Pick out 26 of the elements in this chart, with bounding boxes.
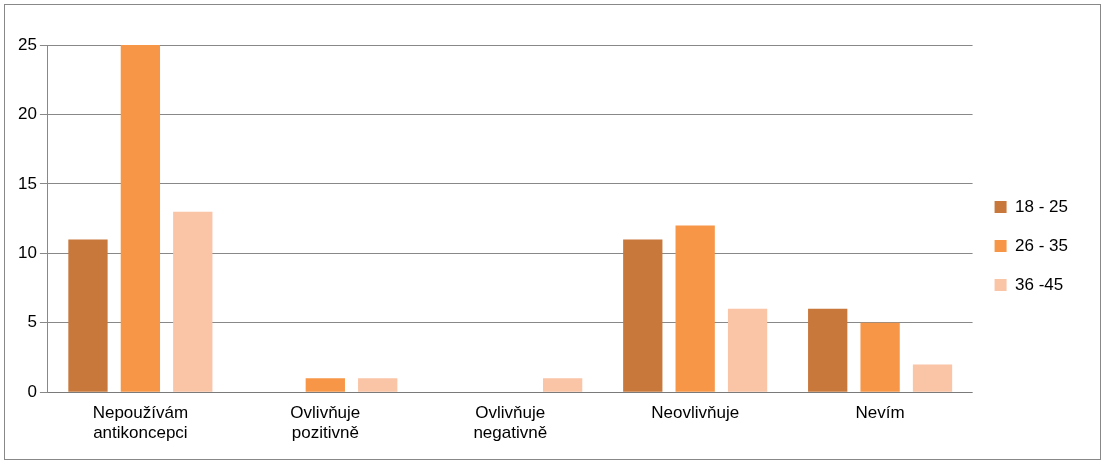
legend-label: 18 - 25 [1015,196,1069,216]
bar [542,378,583,392]
x-tick-label: Nevím [855,403,905,423]
x-tick-label: Ovlivňuje negativně [473,403,548,443]
bar [675,225,715,392]
y-tick-label: 0 [27,381,37,401]
legend-label: 36 -45 [1015,274,1064,294]
y-tick-label: 10 [17,243,37,263]
x-tick-label: Nepoužívám antikoncepci [92,403,189,443]
bar [305,378,345,392]
bar [808,308,848,392]
bar [173,211,213,392]
legend-label: 26 - 35 [1015,235,1069,255]
bar [120,45,161,392]
y-tick-label: 20 [17,104,37,124]
y-tick-label: 15 [17,173,37,193]
bar [623,239,663,392]
y-tick-label: 5 [27,312,37,332]
bar [68,239,108,392]
y-tick-label: 25 [17,34,37,54]
x-tick-label: Ovlivňuje pozitivně [290,403,361,443]
bar [912,364,953,392]
bar [727,308,768,392]
x-tick-label: Neovlivňuje [651,403,740,423]
bar [860,322,900,392]
bar [358,378,398,392]
